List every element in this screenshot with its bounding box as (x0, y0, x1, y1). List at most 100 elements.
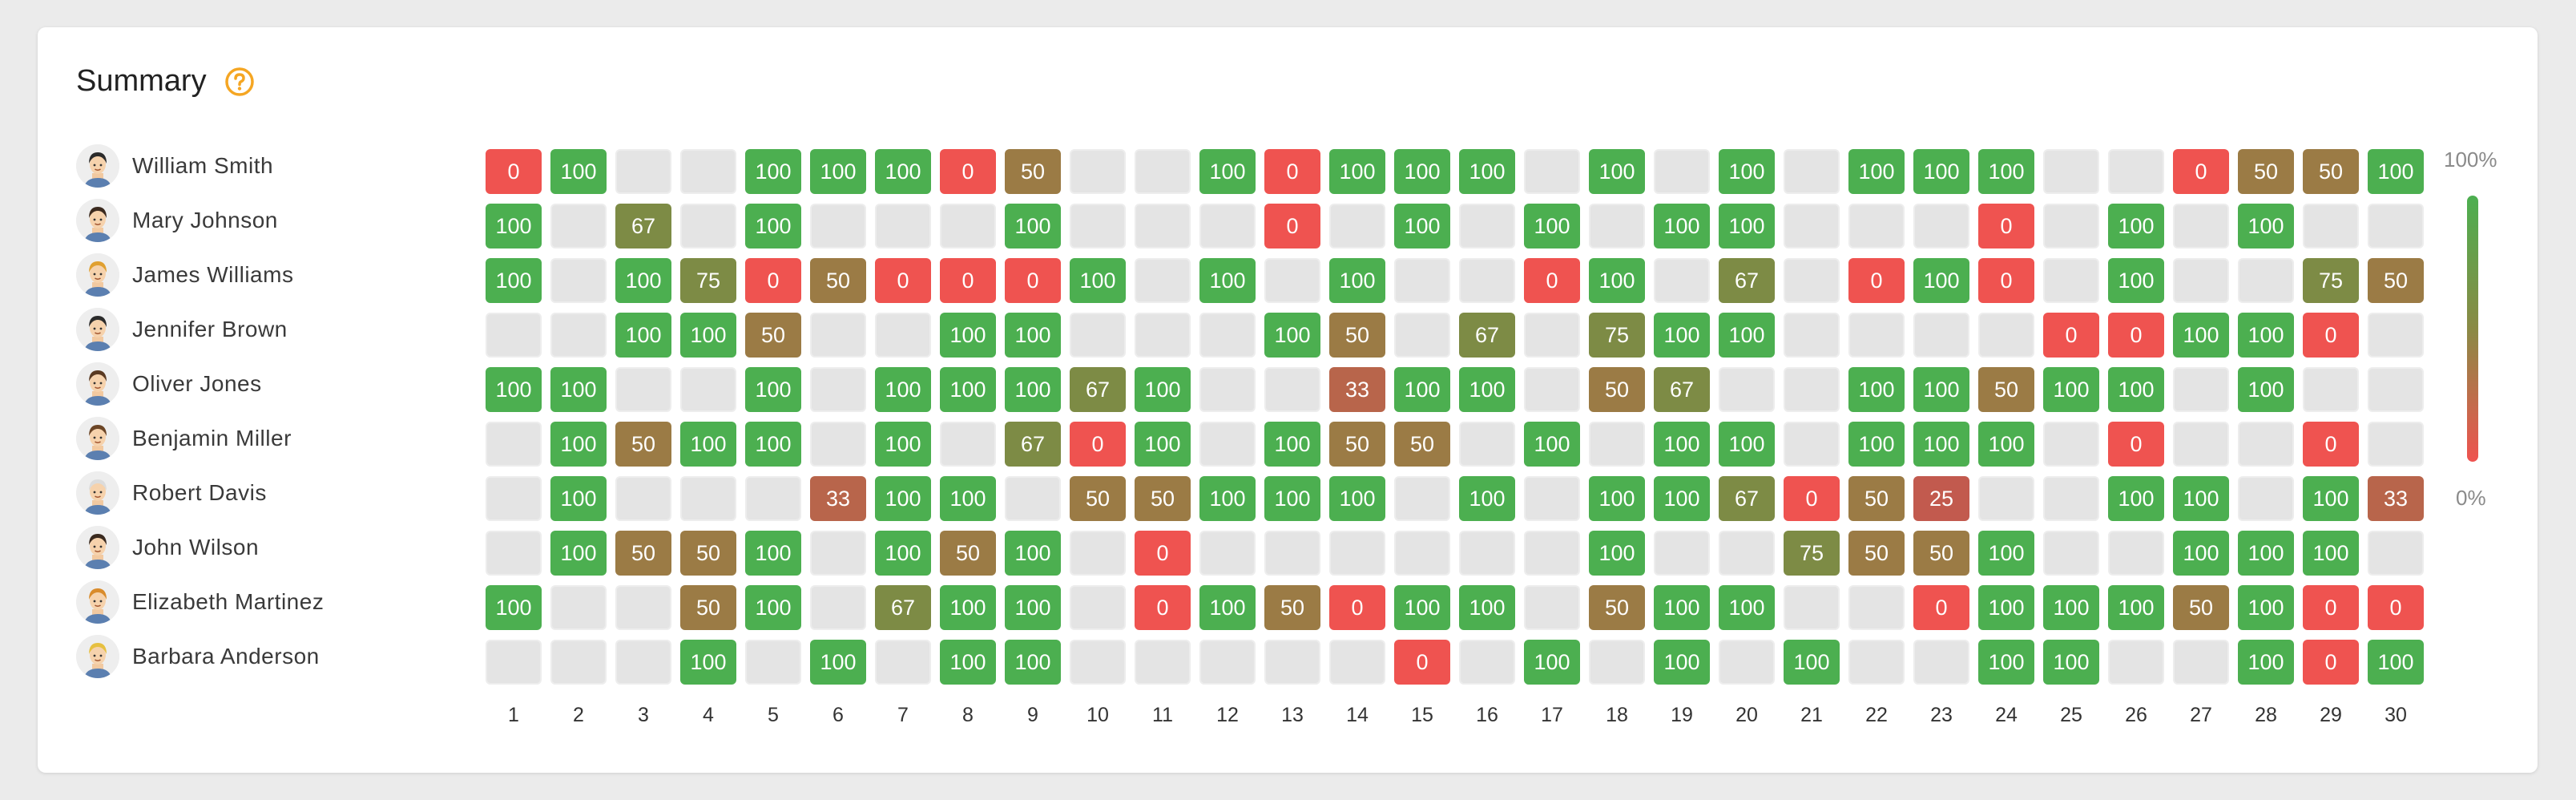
heatmap-cell[interactable]: 100 (1978, 585, 2034, 630)
heatmap-cell[interactable]: 50 (680, 585, 736, 630)
heatmap-cell-empty[interactable] (1264, 258, 1320, 303)
heatmap-cell-empty[interactable] (940, 422, 996, 467)
heatmap-cell[interactable]: 100 (1135, 422, 1191, 467)
heatmap-cell-empty[interactable] (1459, 422, 1515, 467)
heatmap-cell[interactable]: 100 (1978, 640, 2034, 685)
heatmap-cell-empty[interactable] (1264, 367, 1320, 412)
heatmap-cell[interactable]: 0 (1784, 476, 1840, 521)
heatmap-cell[interactable]: 100 (2238, 531, 2294, 576)
heatmap-cell[interactable]: 0 (1264, 149, 1320, 194)
heatmap-cell[interactable]: 100 (1654, 585, 1710, 630)
heatmap-cell[interactable]: 0 (2043, 313, 2099, 358)
heatmap-cell[interactable]: 100 (1005, 640, 1061, 685)
heatmap-cell[interactable]: 100 (1524, 204, 1580, 248)
heatmap-cell[interactable]: 0 (1005, 258, 1061, 303)
heatmap-cell-empty[interactable] (2043, 149, 2099, 194)
heatmap-cell-empty[interactable] (1394, 313, 1450, 358)
heatmap-cell[interactable]: 100 (1264, 313, 1320, 358)
heatmap-cell[interactable]: 100 (486, 204, 542, 248)
heatmap-cell-empty[interactable] (1135, 258, 1191, 303)
heatmap-cell-empty[interactable] (2173, 640, 2229, 685)
heatmap-cell[interactable]: 100 (550, 367, 607, 412)
heatmap-cell[interactable]: 75 (1589, 313, 1645, 358)
heatmap-cell-empty[interactable] (2368, 313, 2424, 358)
heatmap-cell[interactable]: 0 (486, 149, 542, 194)
heatmap-cell[interactable]: 100 (1589, 531, 1645, 576)
heatmap-cell[interactable]: 100 (680, 313, 736, 358)
heatmap-cell[interactable]: 100 (1005, 531, 1061, 576)
heatmap-cell-empty[interactable] (1524, 367, 1580, 412)
heatmap-cell-empty[interactable] (1978, 476, 2034, 521)
heatmap-cell[interactable]: 100 (2368, 640, 2424, 685)
heatmap-cell[interactable]: 100 (2043, 640, 2099, 685)
heatmap-cell-empty[interactable] (1070, 531, 1126, 576)
heatmap-cell[interactable]: 100 (1005, 585, 1061, 630)
heatmap-cell[interactable]: 50 (615, 422, 671, 467)
heatmap-cell-empty[interactable] (1005, 476, 1061, 521)
heatmap-cell[interactable]: 100 (2238, 367, 2294, 412)
heatmap-cell-empty[interactable] (810, 585, 866, 630)
heatmap-cell[interactable]: 100 (1394, 204, 1450, 248)
heatmap-cell[interactable]: 67 (1459, 313, 1515, 358)
heatmap-cell[interactable]: 100 (2108, 258, 2164, 303)
heatmap-cell[interactable]: 100 (1978, 531, 2034, 576)
heatmap-cell[interactable]: 50 (1848, 531, 1905, 576)
heatmap-cell[interactable]: 100 (2173, 531, 2229, 576)
heatmap-cell[interactable]: 50 (810, 258, 866, 303)
heatmap-cell-empty[interactable] (1199, 367, 1256, 412)
heatmap-cell[interactable]: 100 (1459, 367, 1515, 412)
heatmap-cell[interactable]: 0 (875, 258, 931, 303)
heatmap-cell-empty[interactable] (615, 585, 671, 630)
heatmap-cell[interactable]: 100 (1005, 204, 1061, 248)
heatmap-cell[interactable]: 100 (2238, 313, 2294, 358)
heatmap-cell[interactable]: 100 (940, 585, 996, 630)
heatmap-cell[interactable]: 100 (1654, 422, 1710, 467)
heatmap-cell-empty[interactable] (810, 422, 866, 467)
heatmap-cell[interactable]: 100 (2238, 640, 2294, 685)
heatmap-cell[interactable]: 100 (2108, 476, 2164, 521)
heatmap-cell[interactable]: 50 (1913, 531, 1969, 576)
heatmap-cell[interactable]: 100 (486, 258, 542, 303)
heatmap-cell-empty[interactable] (2043, 422, 2099, 467)
heatmap-cell-empty[interactable] (2043, 204, 2099, 248)
heatmap-cell-empty[interactable] (550, 640, 607, 685)
heatmap-cell[interactable]: 100 (940, 640, 996, 685)
heatmap-cell[interactable]: 100 (2173, 313, 2229, 358)
heatmap-cell[interactable]: 100 (875, 531, 931, 576)
heatmap-cell[interactable]: 100 (550, 531, 607, 576)
heatmap-cell-empty[interactable] (1459, 531, 1515, 576)
heatmap-cell-empty[interactable] (1459, 258, 1515, 303)
heatmap-cell[interactable]: 100 (940, 367, 996, 412)
heatmap-cell[interactable]: 100 (2303, 531, 2359, 576)
heatmap-cell-empty[interactable] (2303, 204, 2359, 248)
heatmap-cell[interactable]: 75 (2303, 258, 2359, 303)
heatmap-cell[interactable]: 100 (2043, 367, 2099, 412)
heatmap-cell-empty[interactable] (1135, 313, 1191, 358)
heatmap-cell[interactable]: 50 (1978, 367, 2034, 412)
heatmap-cell-empty[interactable] (1784, 367, 1840, 412)
heatmap-cell-empty[interactable] (2043, 531, 2099, 576)
heatmap-cell-empty[interactable] (1848, 204, 1905, 248)
heatmap-cell-empty[interactable] (1524, 531, 1580, 576)
heatmap-cell[interactable]: 50 (940, 531, 996, 576)
heatmap-cell[interactable]: 0 (940, 258, 996, 303)
heatmap-cell[interactable]: 100 (2238, 585, 2294, 630)
heatmap-cell-empty[interactable] (550, 204, 607, 248)
heatmap-cell-empty[interactable] (2238, 422, 2294, 467)
heatmap-cell[interactable]: 100 (2173, 476, 2229, 521)
heatmap-cell[interactable]: 100 (1199, 476, 1256, 521)
heatmap-cell[interactable]: 0 (2303, 313, 2359, 358)
heatmap-cell[interactable]: 0 (2303, 422, 2359, 467)
heatmap-cell-empty[interactable] (1784, 585, 1840, 630)
heatmap-cell-empty[interactable] (1589, 640, 1645, 685)
heatmap-cell[interactable]: 100 (745, 204, 801, 248)
heatmap-cell-empty[interactable] (1199, 422, 1256, 467)
heatmap-cell-empty[interactable] (1913, 640, 1969, 685)
heatmap-cell-empty[interactable] (1070, 585, 1126, 630)
heatmap-cell[interactable]: 100 (875, 476, 931, 521)
heatmap-cell[interactable]: 0 (1135, 531, 1191, 576)
heatmap-cell[interactable]: 0 (940, 149, 996, 194)
heatmap-cell-empty[interactable] (1848, 585, 1905, 630)
heatmap-cell-empty[interactable] (2173, 258, 2229, 303)
heatmap-cell[interactable]: 100 (1719, 585, 1775, 630)
